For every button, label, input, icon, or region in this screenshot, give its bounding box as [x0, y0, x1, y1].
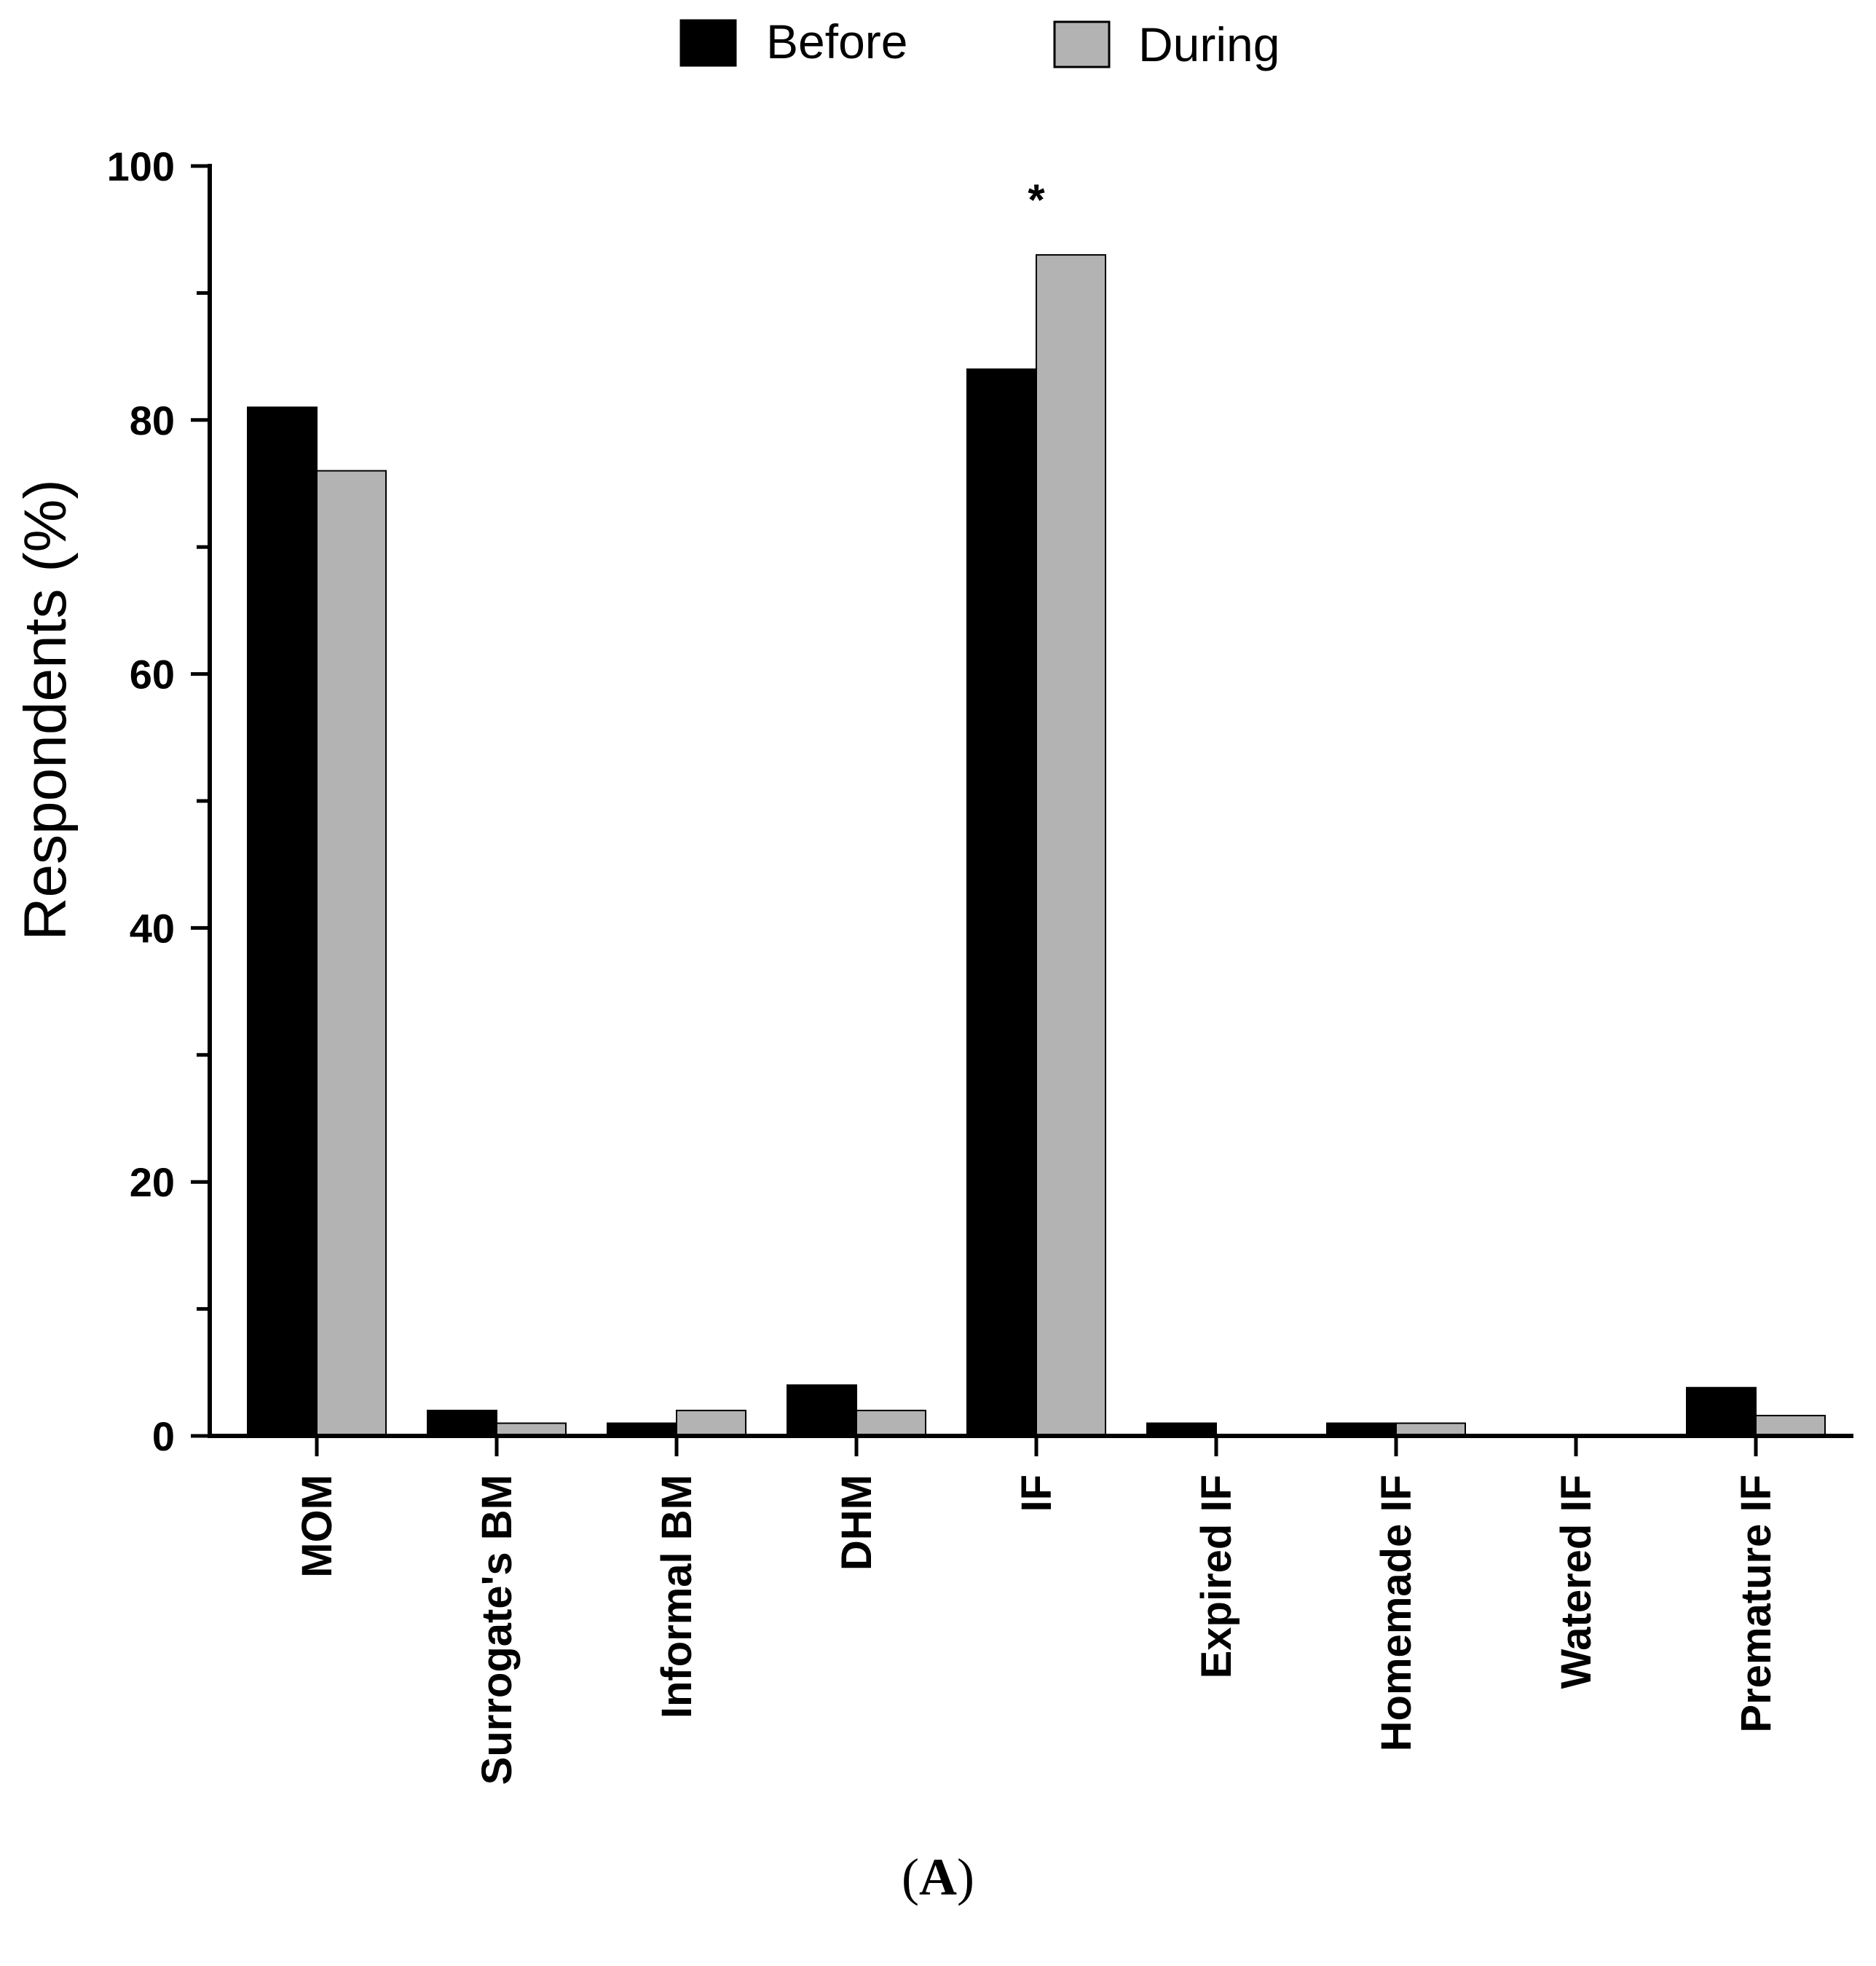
x-category-label: Premature IF	[1733, 1474, 1780, 1733]
bar-during-premature-if	[1755, 1415, 1826, 1437]
bar-before-dhm	[787, 1384, 857, 1437]
bar-during-dhm	[856, 1410, 926, 1437]
significance-marker: *	[1028, 175, 1045, 224]
x-category-label: Expired IF	[1193, 1474, 1240, 1678]
x-axis-ticks: MOM Surrogate's BM Informal BM DHM IF Expired…	[293, 1436, 1780, 1785]
x-category-label: MOM	[293, 1474, 341, 1578]
y-axis-title: Respondents (%)	[12, 479, 79, 941]
bars-layer	[247, 254, 1826, 1437]
bar-before-mom	[247, 406, 318, 1437]
legend-label-during: During	[1138, 17, 1280, 71]
y-tick-label: 60	[130, 652, 175, 698]
x-category-label: Surrogate's BM	[473, 1474, 521, 1785]
figure-caption: (A)	[902, 1848, 974, 1906]
bar-before-surrogate-s-bm	[427, 1410, 497, 1437]
y-axis-ticks: 0 20 40 60 80 100	[107, 143, 210, 1459]
bar-before-premature-if	[1686, 1386, 1757, 1437]
caption-close-paren: )	[957, 1848, 974, 1906]
x-category-label: DHM	[833, 1474, 880, 1571]
bar-before-if	[966, 368, 1037, 1437]
legend-swatch-before	[679, 19, 737, 67]
y-tick-label: 100	[107, 143, 175, 189]
x-category-label: Informal BM	[653, 1474, 701, 1718]
caption-letter: A	[919, 1848, 957, 1906]
caption-open-paren: (	[902, 1848, 919, 1906]
legend-label-before: Before	[766, 15, 907, 68]
x-category-label: Watered IF	[1553, 1474, 1600, 1689]
annotations: *	[1028, 175, 1045, 224]
x-category-label: Homemade IF	[1373, 1474, 1420, 1751]
legend-swatch-during	[1053, 20, 1111, 68]
bar-during-informal-bm	[676, 1410, 746, 1437]
y-tick-label: 20	[130, 1159, 175, 1205]
y-tick-label: 0	[152, 1413, 175, 1459]
y-tick-label: 40	[130, 905, 175, 951]
x-category-label: IF	[1013, 1474, 1060, 1512]
y-tick-label: 80	[130, 398, 175, 443]
bar-during-mom	[316, 470, 387, 1437]
legend: Before During	[679, 15, 1280, 71]
bar-during-if	[1036, 254, 1106, 1437]
